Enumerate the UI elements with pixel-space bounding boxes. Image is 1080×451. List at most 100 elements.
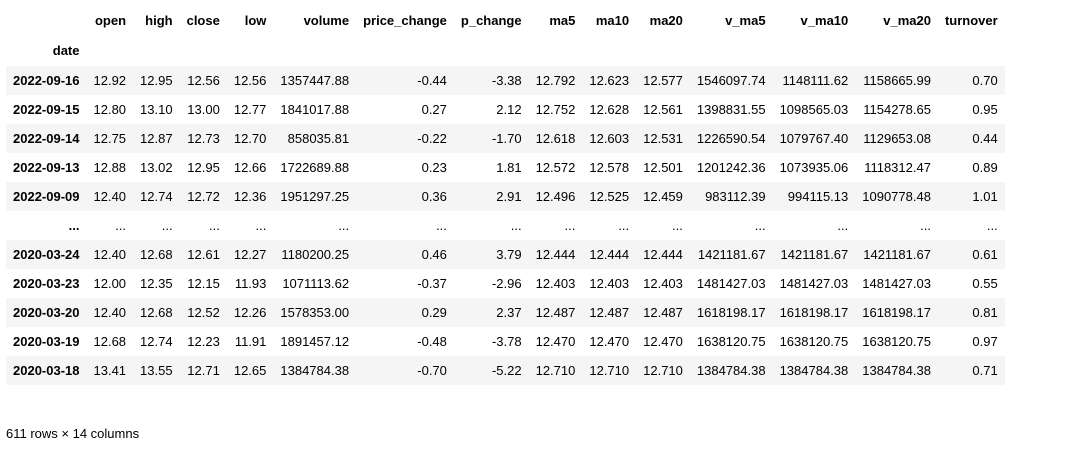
table-cell: 12.26 — [233, 305, 267, 320]
table-cell: 12.87 — [140, 131, 173, 146]
table-cell: 0.36 — [421, 189, 447, 204]
table-cell: ... — [754, 218, 766, 233]
table-cell: 12.00 — [93, 276, 127, 291]
table-cell: 12.403 — [643, 276, 683, 291]
table-cell: 1891457.12 — [280, 334, 350, 349]
table-cell: 1618198.17 — [696, 305, 766, 320]
column-header: ma20 — [649, 13, 683, 28]
table-cell: 12.56 — [187, 73, 220, 88]
table-cell: 12.459 — [643, 189, 683, 204]
table-cell: 1226590.54 — [696, 131, 766, 146]
column-header-row: open high close low volume price_change p_chan… — [6, 6, 1005, 35]
row-index-date: 2020-03-18 — [13, 363, 80, 378]
table-cell: 0.71 — [972, 363, 998, 378]
index-name-spacer — [356, 35, 454, 66]
table-cell: 1618198.17 — [779, 305, 849, 320]
table-cell: 2.12 — [496, 102, 522, 117]
column-header: open — [94, 13, 127, 28]
table-cell: 12.40 — [93, 247, 127, 262]
index-name-spacer — [582, 35, 636, 66]
table-cell: 12.470 — [589, 334, 630, 349]
index-name-label: date — [52, 43, 80, 58]
table-cell: 1384784.38 — [696, 363, 766, 378]
dataframe-shape-label: 611 rows × 14 columns — [6, 426, 140, 441]
table-cell: ... — [564, 218, 576, 233]
table-cell: 12.531 — [643, 131, 683, 146]
table-cell: 1421181.67 — [697, 247, 766, 262]
table-cell: -2.96 — [491, 276, 522, 291]
table-cell: 11.93 — [234, 276, 267, 291]
index-name-spacer — [636, 35, 690, 66]
table-cell: 1357447.88 — [280, 73, 350, 88]
table-cell: -5.22 — [491, 363, 522, 378]
table-cell: 0.95 — [972, 102, 998, 117]
index-name-spacer — [273, 35, 356, 66]
table-row: 2022-09-09 12.40 12.74 12.72 12.36 1951297.25… — [6, 182, 1005, 211]
table-row: 2022-09-15 12.80 13.10 13.00 12.77 1841017.88… — [6, 95, 1005, 124]
table-cell: 12.95 — [187, 160, 220, 175]
table-cell: 0.89 — [972, 160, 998, 175]
table-cell: 1129653.08 — [863, 131, 931, 146]
table-header: open high close low volume price_change p_chan… — [6, 6, 1005, 66]
table-cell: 12.95 — [140, 73, 173, 88]
table-cell: 13.00 — [187, 102, 220, 117]
table-cell: 1.01 — [972, 189, 998, 204]
table-row: 2022-09-14 12.75 12.87 12.73 12.70 858035.81 -… — [6, 124, 1005, 153]
table-row: 2020-03-24 12.40 12.68 12.61 12.27 1180200.25… — [6, 240, 1005, 269]
row-index-date: 2022-09-15 — [13, 102, 80, 117]
table-cell: 1481427.03 — [862, 276, 931, 291]
table-cell: 12.501 — [643, 160, 683, 175]
index-name-spacer — [773, 35, 856, 66]
column-header: close — [186, 13, 220, 28]
table-cell: 1398831.55 — [696, 102, 766, 117]
dataframe-table: open high close low volume price_change p_chan… — [6, 6, 1005, 385]
table-cell: 12.752 — [535, 102, 576, 117]
index-name-spacer — [87, 35, 134, 66]
table-cell: 12.403 — [589, 276, 630, 291]
table-cell: 12.27 — [233, 247, 267, 262]
table-cell: 12.618 — [535, 131, 576, 146]
column-header: volume — [303, 13, 350, 28]
table-cell: 3.79 — [496, 247, 522, 262]
table-cell: ... — [161, 218, 173, 233]
table-cell: 12.496 — [535, 189, 576, 204]
table-cell: 12.88 — [93, 160, 127, 175]
table-cell: -0.48 — [417, 334, 447, 349]
table-cell: 12.603 — [589, 131, 630, 146]
table-cell: 12.68 — [140, 305, 173, 320]
column-header: v_ma5 — [725, 13, 766, 28]
index-name-row: date — [6, 35, 1005, 66]
table-cell: 12.578 — [589, 160, 630, 175]
table-cell: -0.44 — [417, 73, 447, 88]
table-cell: 12.52 — [187, 305, 220, 320]
row-index-date: 2022-09-13 — [13, 160, 80, 175]
table-cell: 1098565.03 — [779, 102, 849, 117]
table-cell: ... — [510, 218, 522, 233]
table-row: 2022-09-13 12.88 13.02 12.95 12.66 1722689.88… — [6, 153, 1005, 182]
table-cell: 1201242.36 — [696, 160, 766, 175]
table-row: 2022-09-16 12.92 12.95 12.56 12.56 1357447.88… — [6, 66, 1005, 95]
table-cell: -0.70 — [417, 363, 447, 378]
column-header: high — [145, 13, 173, 28]
table-cell: ... — [115, 218, 127, 233]
table-cell: 1481427.03 — [696, 276, 766, 291]
table-cell: ... — [672, 218, 683, 233]
table-cell: 1118312.47 — [864, 160, 931, 175]
table-cell: 1638120.75 — [696, 334, 766, 349]
table-cell: 1090778.48 — [862, 189, 931, 204]
table-cell: 12.68 — [93, 334, 127, 349]
table-cell: 0.44 — [972, 131, 998, 146]
table-cell: 12.623 — [589, 73, 630, 88]
table-cell: 1841017.88 — [280, 102, 350, 117]
column-header: v_ma20 — [883, 13, 931, 28]
table-cell: 12.66 — [233, 160, 267, 175]
table-cell: ... — [209, 218, 220, 233]
row-index-date: 2020-03-20 — [13, 305, 80, 320]
table-cell: 12.40 — [93, 305, 127, 320]
table-cell: -0.22 — [417, 131, 447, 146]
table-cell: 1154278.65 — [863, 102, 931, 117]
table-cell: ... — [618, 218, 630, 233]
table-row: 2020-03-20 12.40 12.68 12.52 12.26 1578353.00… — [6, 298, 1005, 327]
table-cell: 12.577 — [643, 73, 683, 88]
